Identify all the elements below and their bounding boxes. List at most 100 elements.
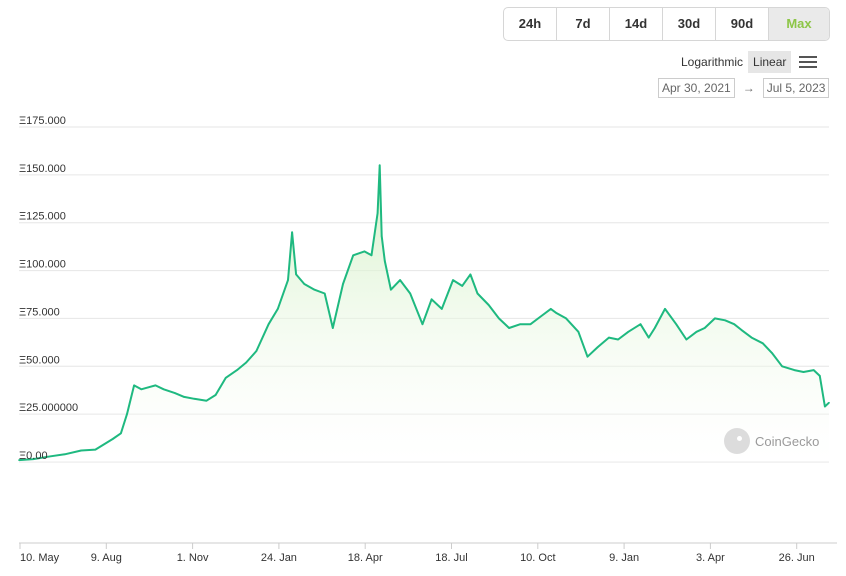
x-tick-label: 9. Jan	[609, 552, 639, 564]
watermark-text: CoinGecko	[755, 433, 820, 449]
x-tick-label: 24. Jan	[261, 552, 297, 564]
data-point	[565, 317, 567, 320]
data-point	[162, 388, 165, 391]
x-tick-label: 18. Apr	[348, 552, 383, 564]
coingecko-logo-icon	[724, 428, 750, 454]
data-point	[267, 323, 270, 325]
data-point	[714, 317, 716, 320]
y-tick-label: Ξ125.000	[19, 211, 66, 223]
data-point	[487, 304, 490, 306]
data-point	[295, 273, 297, 276]
data-point	[126, 413, 128, 415]
range-24h-button[interactable]: 24h	[504, 8, 557, 40]
date-range-picker: Apr 30, 2021 → Jul 5, 2023	[658, 78, 830, 98]
data-point	[245, 361, 248, 364]
data-point	[653, 327, 656, 329]
data-point	[750, 336, 753, 339]
price-area-fill	[19, 165, 829, 463]
data-point	[303, 283, 306, 285]
data-point	[421, 323, 424, 325]
y-tick-label: Ξ25.000000	[19, 402, 78, 414]
hamburger-menu-icon[interactable]	[799, 56, 818, 68]
data-point	[430, 298, 433, 301]
data-point	[111, 438, 114, 440]
coingecko-watermark: CoinGecko	[724, 428, 819, 454]
data-point	[586, 355, 589, 358]
y-tick-label: Ξ50.000	[19, 354, 60, 366]
data-point	[740, 329, 743, 331]
data-point	[639, 323, 642, 325]
y-tick-label: Ξ75.000	[19, 306, 60, 318]
data-point	[370, 254, 373, 257]
y-tick-label: Ξ0.00	[19, 450, 48, 462]
data-point	[519, 323, 522, 325]
data-point	[120, 432, 122, 435]
data-point	[276, 308, 279, 310]
data-point	[140, 388, 143, 391]
data-point	[617, 338, 619, 341]
time-range-selector: 24h 7d 14d 30d 90d Max	[503, 7, 830, 41]
data-point	[793, 369, 796, 371]
data-point	[214, 394, 217, 396]
scale-logarithmic-option[interactable]: Logarithmic	[681, 55, 744, 69]
data-point	[352, 254, 354, 257]
scale-linear-option[interactable]: Linear	[748, 51, 792, 73]
data-point	[695, 331, 698, 333]
range-30d-button[interactable]: 30d	[663, 8, 716, 40]
data-point	[133, 384, 135, 387]
data-point	[183, 396, 185, 398]
data-point	[675, 323, 677, 325]
data-point	[550, 308, 552, 310]
data-point	[94, 448, 97, 451]
data-point	[378, 164, 381, 167]
range-14d-button[interactable]: 14d	[610, 8, 663, 40]
data-point	[647, 336, 650, 339]
data-point	[323, 292, 326, 295]
data-point	[627, 331, 630, 333]
data-point	[539, 315, 542, 318]
range-max-button[interactable]: Max	[769, 8, 829, 40]
data-point	[225, 376, 227, 379]
data-point	[781, 365, 783, 368]
range-7d-button[interactable]: 7d	[557, 8, 610, 40]
data-point	[608, 336, 610, 339]
data-point	[383, 260, 386, 262]
data-point	[363, 250, 366, 253]
data-point	[596, 346, 599, 348]
range-90d-button[interactable]: 90d	[716, 8, 769, 40]
x-tick-label: 9. Aug	[91, 552, 122, 564]
x-tick-label: 26. Jun	[779, 552, 815, 564]
data-point	[703, 327, 706, 329]
y-tick-label: Ξ150.000	[19, 163, 66, 175]
data-point	[64, 453, 66, 456]
data-point	[469, 273, 472, 276]
data-point	[174, 392, 176, 394]
data-point	[824, 405, 826, 408]
date-from-input[interactable]: Apr 30, 2021	[658, 78, 735, 98]
data-point	[685, 338, 688, 341]
data-point	[733, 323, 736, 325]
data-point	[205, 399, 208, 402]
x-tick-label: 18. Jul	[435, 552, 467, 564]
data-point	[49, 455, 52, 458]
data-point	[819, 375, 821, 377]
data-point	[376, 212, 379, 214]
data-point	[313, 288, 316, 291]
data-point	[154, 384, 157, 387]
date-to-input[interactable]: Jul 5, 2023	[762, 78, 830, 98]
data-point	[529, 323, 532, 325]
data-point	[342, 283, 344, 285]
data-point	[291, 231, 293, 234]
data-point	[664, 308, 666, 310]
data-point	[409, 292, 412, 295]
data-point	[193, 398, 196, 400]
right-arrow-icon: →	[742, 81, 755, 95]
data-point	[380, 235, 383, 237]
data-point	[555, 311, 557, 314]
data-point	[498, 317, 500, 320]
data-point	[441, 308, 443, 310]
x-tick-label: 10. Oct	[520, 552, 555, 564]
data-point	[18, 459, 20, 461]
data-point	[452, 279, 454, 281]
